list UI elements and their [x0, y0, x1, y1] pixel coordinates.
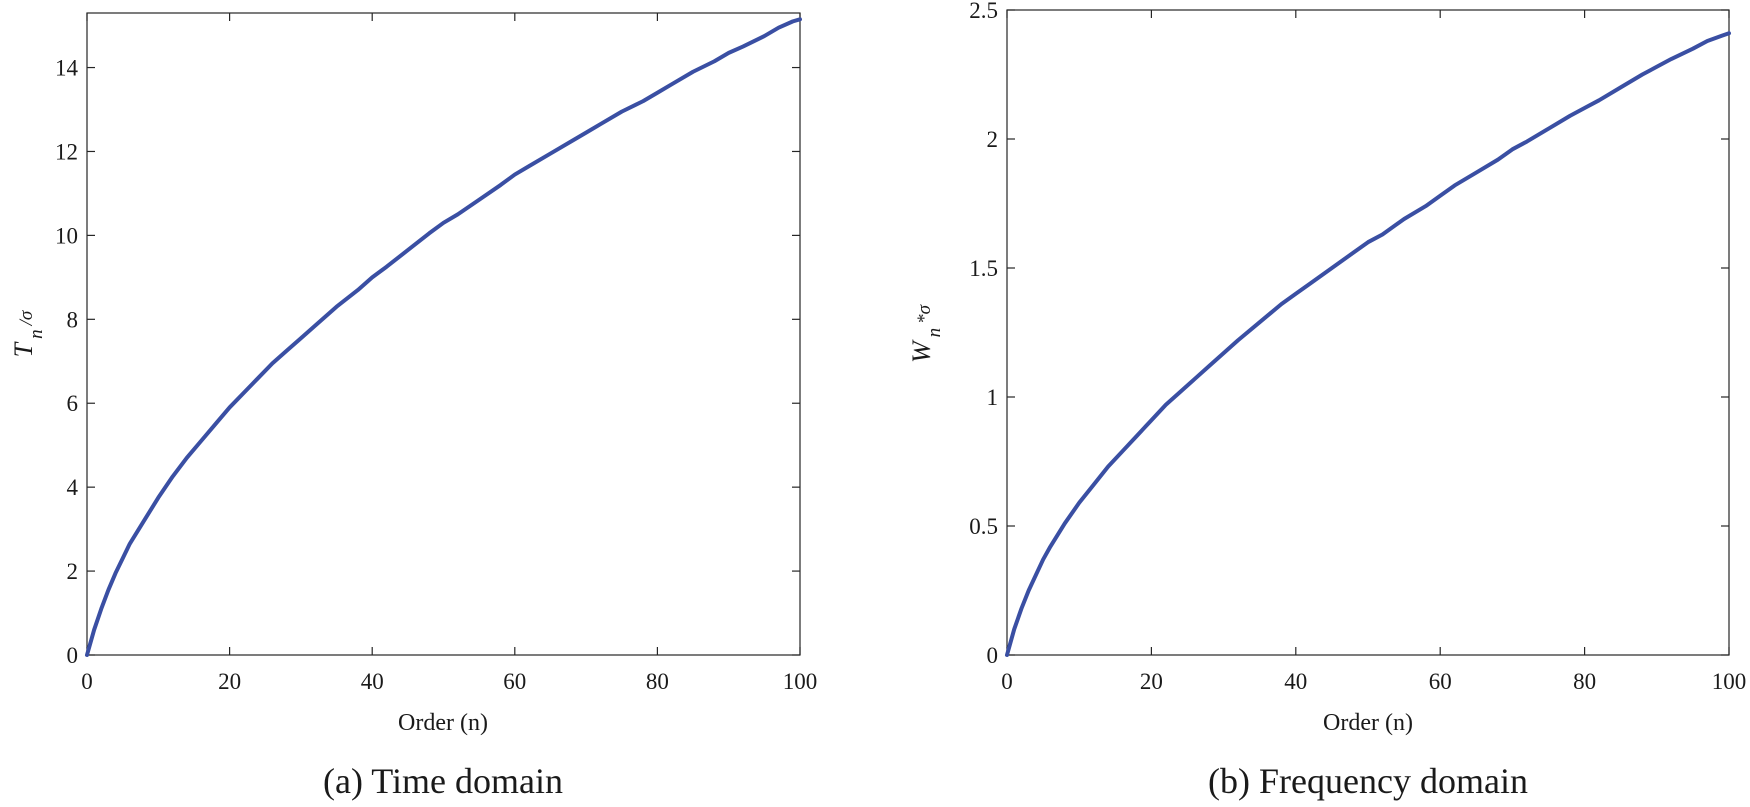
x-tick-label-frequency-domain: 100 [1712, 669, 1747, 694]
y-tick-label-time-domain: 12 [55, 139, 78, 164]
y-tick-label-frequency-domain: 0 [987, 643, 999, 668]
y-tick-label-time-domain: 4 [67, 475, 79, 500]
x-axis-frequency-domain: 0 20 40 60 80 100 [1001, 10, 1746, 694]
y-label-main-frequency-domain: W [907, 339, 936, 363]
caption-time-domain: (a) Time domain [323, 761, 563, 801]
y-label-suffix-frequency-domain: *σ [914, 304, 935, 324]
y-tick-label-time-domain: 6 [67, 391, 79, 416]
x-axis-label-frequency-domain: Order (n) [1323, 710, 1413, 736]
x-tick-label-time-domain: 20 [218, 669, 241, 694]
x-tick-label-time-domain: 80 [646, 669, 669, 694]
x-tick-label-frequency-domain: 20 [1140, 669, 1163, 694]
y-tick-label-time-domain: 2 [67, 559, 79, 584]
plot-area-time-domain [86, 12, 801, 656]
x-tick-label-time-domain: 40 [361, 669, 384, 694]
y-axis-time-domain: 0 2 4 6 8 10 12 14 [55, 56, 800, 668]
y-label-sub-time-domain: n [26, 329, 47, 339]
y-tick-label-frequency-domain: 1.5 [969, 256, 998, 281]
caption-frequency-domain: (b) Frequency domain [1208, 761, 1528, 801]
y-label-main-time-domain: T [9, 341, 38, 357]
x-axis-time-domain: 0 20 40 60 80 100 [81, 13, 817, 694]
y-tick-label-frequency-domain: 1 [987, 385, 999, 410]
x-tick-label-frequency-domain: 0 [1001, 669, 1013, 694]
svg-text:Wn*σ: Wn *σ [907, 304, 945, 363]
y-tick-label-time-domain: 14 [55, 56, 79, 81]
y-label-suffix-time-domain: /σ [16, 310, 37, 326]
y-axis-label-time-domain: Tn/σ [9, 310, 47, 357]
y-tick-label-frequency-domain: 0.5 [969, 514, 998, 539]
y-axis-frequency-domain: 0 0.5 1 1.5 2 2.5 [969, 0, 1729, 668]
y-tick-label-time-domain: 8 [67, 307, 79, 332]
svg-text:Tn/σ: Tn/σ [9, 310, 47, 357]
x-tick-label-frequency-domain: 80 [1573, 669, 1596, 694]
series-line-frequency-domain [1005, 31, 1731, 657]
x-axis-label-time-domain: Order (n) [398, 710, 488, 736]
y-tick-label-frequency-domain: 2 [987, 127, 999, 152]
y-label-sub-frequency-domain: n [924, 328, 945, 338]
series-line-time-domain [85, 17, 802, 657]
plot-area-frequency-domain [1006, 9, 1730, 656]
x-tick-label-time-domain: 60 [503, 669, 526, 694]
y-tick-label-time-domain: 10 [55, 223, 78, 248]
x-tick-label-frequency-domain: 40 [1284, 669, 1307, 694]
y-tick-label-time-domain: 0 [67, 643, 79, 668]
chart-frequency-domain: 0 20 40 60 80 100 0 0.5 1 1.5 2 2.5 Order (n) Wn *σ… [907, 0, 1746, 801]
x-tick-label-time-domain: 100 [783, 669, 818, 694]
x-tick-label-time-domain: 0 [81, 669, 93, 694]
y-axis-label-frequency-domain: Wn *σ [907, 304, 945, 363]
y-tick-label-frequency-domain: 2.5 [969, 0, 998, 23]
x-tick-label-frequency-domain: 60 [1429, 669, 1452, 694]
